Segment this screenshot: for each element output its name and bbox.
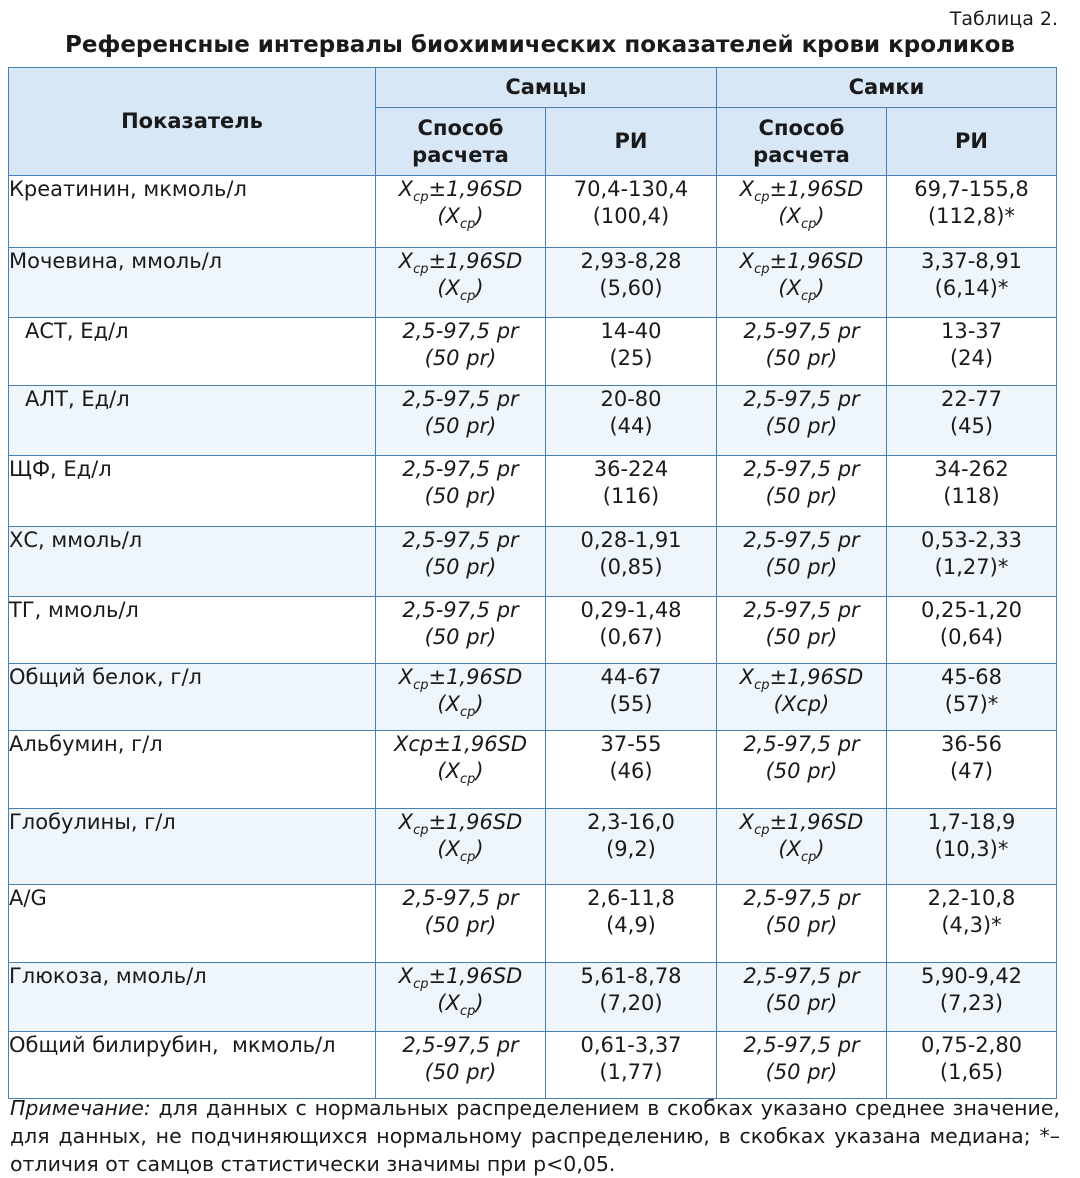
female-method: 2,5-97,5 pr (50 pr) xyxy=(716,317,887,386)
note-text: для данных с нормальных распределением в… xyxy=(10,1096,1060,1176)
indicator-name: ЩФ, Ед/л xyxy=(8,455,376,527)
header-males: Самцы xyxy=(375,67,717,108)
header-female-method: Способ расчета xyxy=(716,107,887,176)
male-method: 2,5-97,5 pr (50 pr) xyxy=(375,1031,546,1099)
header-male-method: Способ расчета xyxy=(375,107,546,176)
female-ri: 0,53-2,33 (1,27)* xyxy=(886,526,1057,597)
table-row: Креатинин, мкмоль/л Xср±1,96SD (Xср) 70,4… xyxy=(8,175,1057,248)
male-method: 2,5-97,5 pr (50 pr) xyxy=(375,596,546,664)
indicator-name: Общий билирубин, мкмоль/л xyxy=(8,1031,376,1099)
table-row: ЩФ, Ед/л 2,5-97,5 pr (50 pr) 36-224 (116) … xyxy=(8,455,1057,527)
header-female-ri: РИ xyxy=(886,107,1057,176)
female-ri: 0,75-2,80 (1,65) xyxy=(886,1031,1057,1099)
male-method: 2,5-97,5 pr (50 pr) xyxy=(375,455,546,527)
table-number: Таблица 2. xyxy=(949,8,1058,30)
male-ri: 0,61-3,37 (1,77) xyxy=(545,1031,717,1099)
table-row: АЛТ, Ед/л 2,5-97,5 pr (50 pr) 20-80 (44) 2… xyxy=(8,385,1057,456)
female-ri: 69,7-155,8 (112,8)* xyxy=(886,175,1057,248)
male-ri: 37-55 (46) xyxy=(545,730,717,809)
indicator-name: АСТ, Ед/л xyxy=(8,317,376,386)
female-ri: 3,37-8,91 (6,14)* xyxy=(886,247,1057,318)
male-method: 2,5-97,5 pr (50 pr) xyxy=(375,526,546,597)
female-method: Xср±1,96SD (Xср) xyxy=(716,808,887,885)
table-row: Общий белок, г/л Xср±1,96SD (Xср) 44-67 (5… xyxy=(8,663,1057,731)
male-ri: 2,3-16,0 (9,2) xyxy=(545,808,717,885)
indicator-name: Альбумин, г/л xyxy=(8,730,376,809)
male-ri: 14-40 (25) xyxy=(545,317,717,386)
table-title: Референсные интервалы биохимических пока… xyxy=(65,32,1015,58)
table-row: Альбумин, г/л Xср±1,96SD (Xср) 37-55 (46) … xyxy=(8,730,1057,809)
male-ri: 0,28-1,91 (0,85) xyxy=(545,526,717,597)
female-ri: 5,90-9,42 (7,23) xyxy=(886,962,1057,1032)
female-method: 2,5-97,5 pr (50 pr) xyxy=(716,385,887,456)
male-ri: 70,4-130,4 (100,4) xyxy=(545,175,717,248)
header-indicator: Показатель xyxy=(8,67,376,176)
indicator-name: Глобулины, г/л xyxy=(8,808,376,885)
male-method: 2,5-97,5 pr (50 pr) xyxy=(375,884,546,963)
female-ri: 36-56 (47) xyxy=(886,730,1057,809)
female-method: Xср±1,96SD (Xср) xyxy=(716,663,887,731)
female-ri: 22-77 (45) xyxy=(886,385,1057,456)
header-females: Самки xyxy=(716,67,1057,108)
female-ri: 0,25-1,20 (0,64) xyxy=(886,596,1057,664)
reference-intervals-table: Показатель Самцы Самки Способ расчета РИ … xyxy=(8,67,1057,1099)
table-row: АСТ, Ед/л 2,5-97,5 pr (50 pr) 14-40 (25) 2… xyxy=(8,317,1057,386)
female-method: 2,5-97,5 pr (50 pr) xyxy=(716,884,887,963)
male-method: Xср±1,96SD (Xср) xyxy=(375,808,546,885)
indicator-name: Глюкоза, ммоль/л xyxy=(8,962,376,1032)
female-ri: 45-68 (57)* xyxy=(886,663,1057,731)
table-row: Общий билирубин, мкмоль/л 2,5-97,5 pr (50… xyxy=(8,1031,1057,1099)
female-ri: 1,7-18,9 (10,3)* xyxy=(886,808,1057,885)
table-note: Примечание: для данных с нормальных расп… xyxy=(10,1094,1060,1178)
male-method: 2,5-97,5 pr (50 pr) xyxy=(375,317,546,386)
male-method: Xср±1,96SD (Xср) xyxy=(375,247,546,318)
table-row: ХС, ммоль/л 2,5-97,5 pr (50 pr) 0,28-1,91… xyxy=(8,526,1057,597)
table-row: Глюкоза, ммоль/л Xср±1,96SD (Xср) 5,61-8,… xyxy=(8,962,1057,1032)
male-ri: 2,93-8,28 (5,60) xyxy=(545,247,717,318)
male-ri: 20-80 (44) xyxy=(545,385,717,456)
table-row: ТГ, ммоль/л 2,5-97,5 pr (50 pr) 0,29-1,48… xyxy=(8,596,1057,664)
female-method: Xср±1,96SD (Xср) xyxy=(716,247,887,318)
table-row: A/G 2,5-97,5 pr (50 pr) 2,6-11,8 (4,9) 2,5… xyxy=(8,884,1057,963)
female-method: 2,5-97,5 pr (50 pr) xyxy=(716,730,887,809)
female-method: 2,5-97,5 pr (50 pr) xyxy=(716,526,887,597)
male-ri: 2,6-11,8 (4,9) xyxy=(545,884,717,963)
male-ri: 0,29-1,48 (0,67) xyxy=(545,596,717,664)
indicator-name: Креатинин, мкмоль/л xyxy=(8,175,376,248)
male-method: Xср±1,96SD (Xср) xyxy=(375,175,546,248)
female-ri: 2,2-10,8 (4,3)* xyxy=(886,884,1057,963)
female-method: 2,5-97,5 pr (50 pr) xyxy=(716,962,887,1032)
female-method: 2,5-97,5 pr (50 pr) xyxy=(716,1031,887,1099)
female-ri: 34-262 (118) xyxy=(886,455,1057,527)
table-row: Мочевина, ммоль/л Xср±1,96SD (Xср) 2,93-8… xyxy=(8,247,1057,318)
indicator-name: АЛТ, Ед/л xyxy=(8,385,376,456)
note-label: Примечание: xyxy=(10,1096,151,1120)
indicator-name: Мочевина, ммоль/л xyxy=(8,247,376,318)
indicator-name: Общий белок, г/л xyxy=(8,663,376,731)
female-method: 2,5-97,5 pr (50 pr) xyxy=(716,596,887,664)
male-ri: 5,61-8,78 (7,20) xyxy=(545,962,717,1032)
male-ri: 44-67 (55) xyxy=(545,663,717,731)
female-method: Xср±1,96SD (Xср) xyxy=(716,175,887,248)
male-method: Xср±1,96SD (Xср) xyxy=(375,730,546,809)
table-row: Глобулины, г/л Xср±1,96SD (Xср) 2,3-16,0(… xyxy=(8,808,1057,885)
female-method: 2,5-97,5 pr (50 pr) xyxy=(716,455,887,527)
male-ri: 36-224 (116) xyxy=(545,455,717,527)
header-male-ri: РИ xyxy=(545,107,717,176)
indicator-name: ТГ, ммоль/л xyxy=(8,596,376,664)
female-ri: 13-37 (24) xyxy=(886,317,1057,386)
male-method: Xср±1,96SD (Xср) xyxy=(375,663,546,731)
male-method: 2,5-97,5 pr (50 pr) xyxy=(375,385,546,456)
indicator-name: ХС, ммоль/л xyxy=(8,526,376,597)
indicator-name: A/G xyxy=(8,884,376,963)
male-method: Xср±1,96SD (Xср) xyxy=(375,962,546,1032)
